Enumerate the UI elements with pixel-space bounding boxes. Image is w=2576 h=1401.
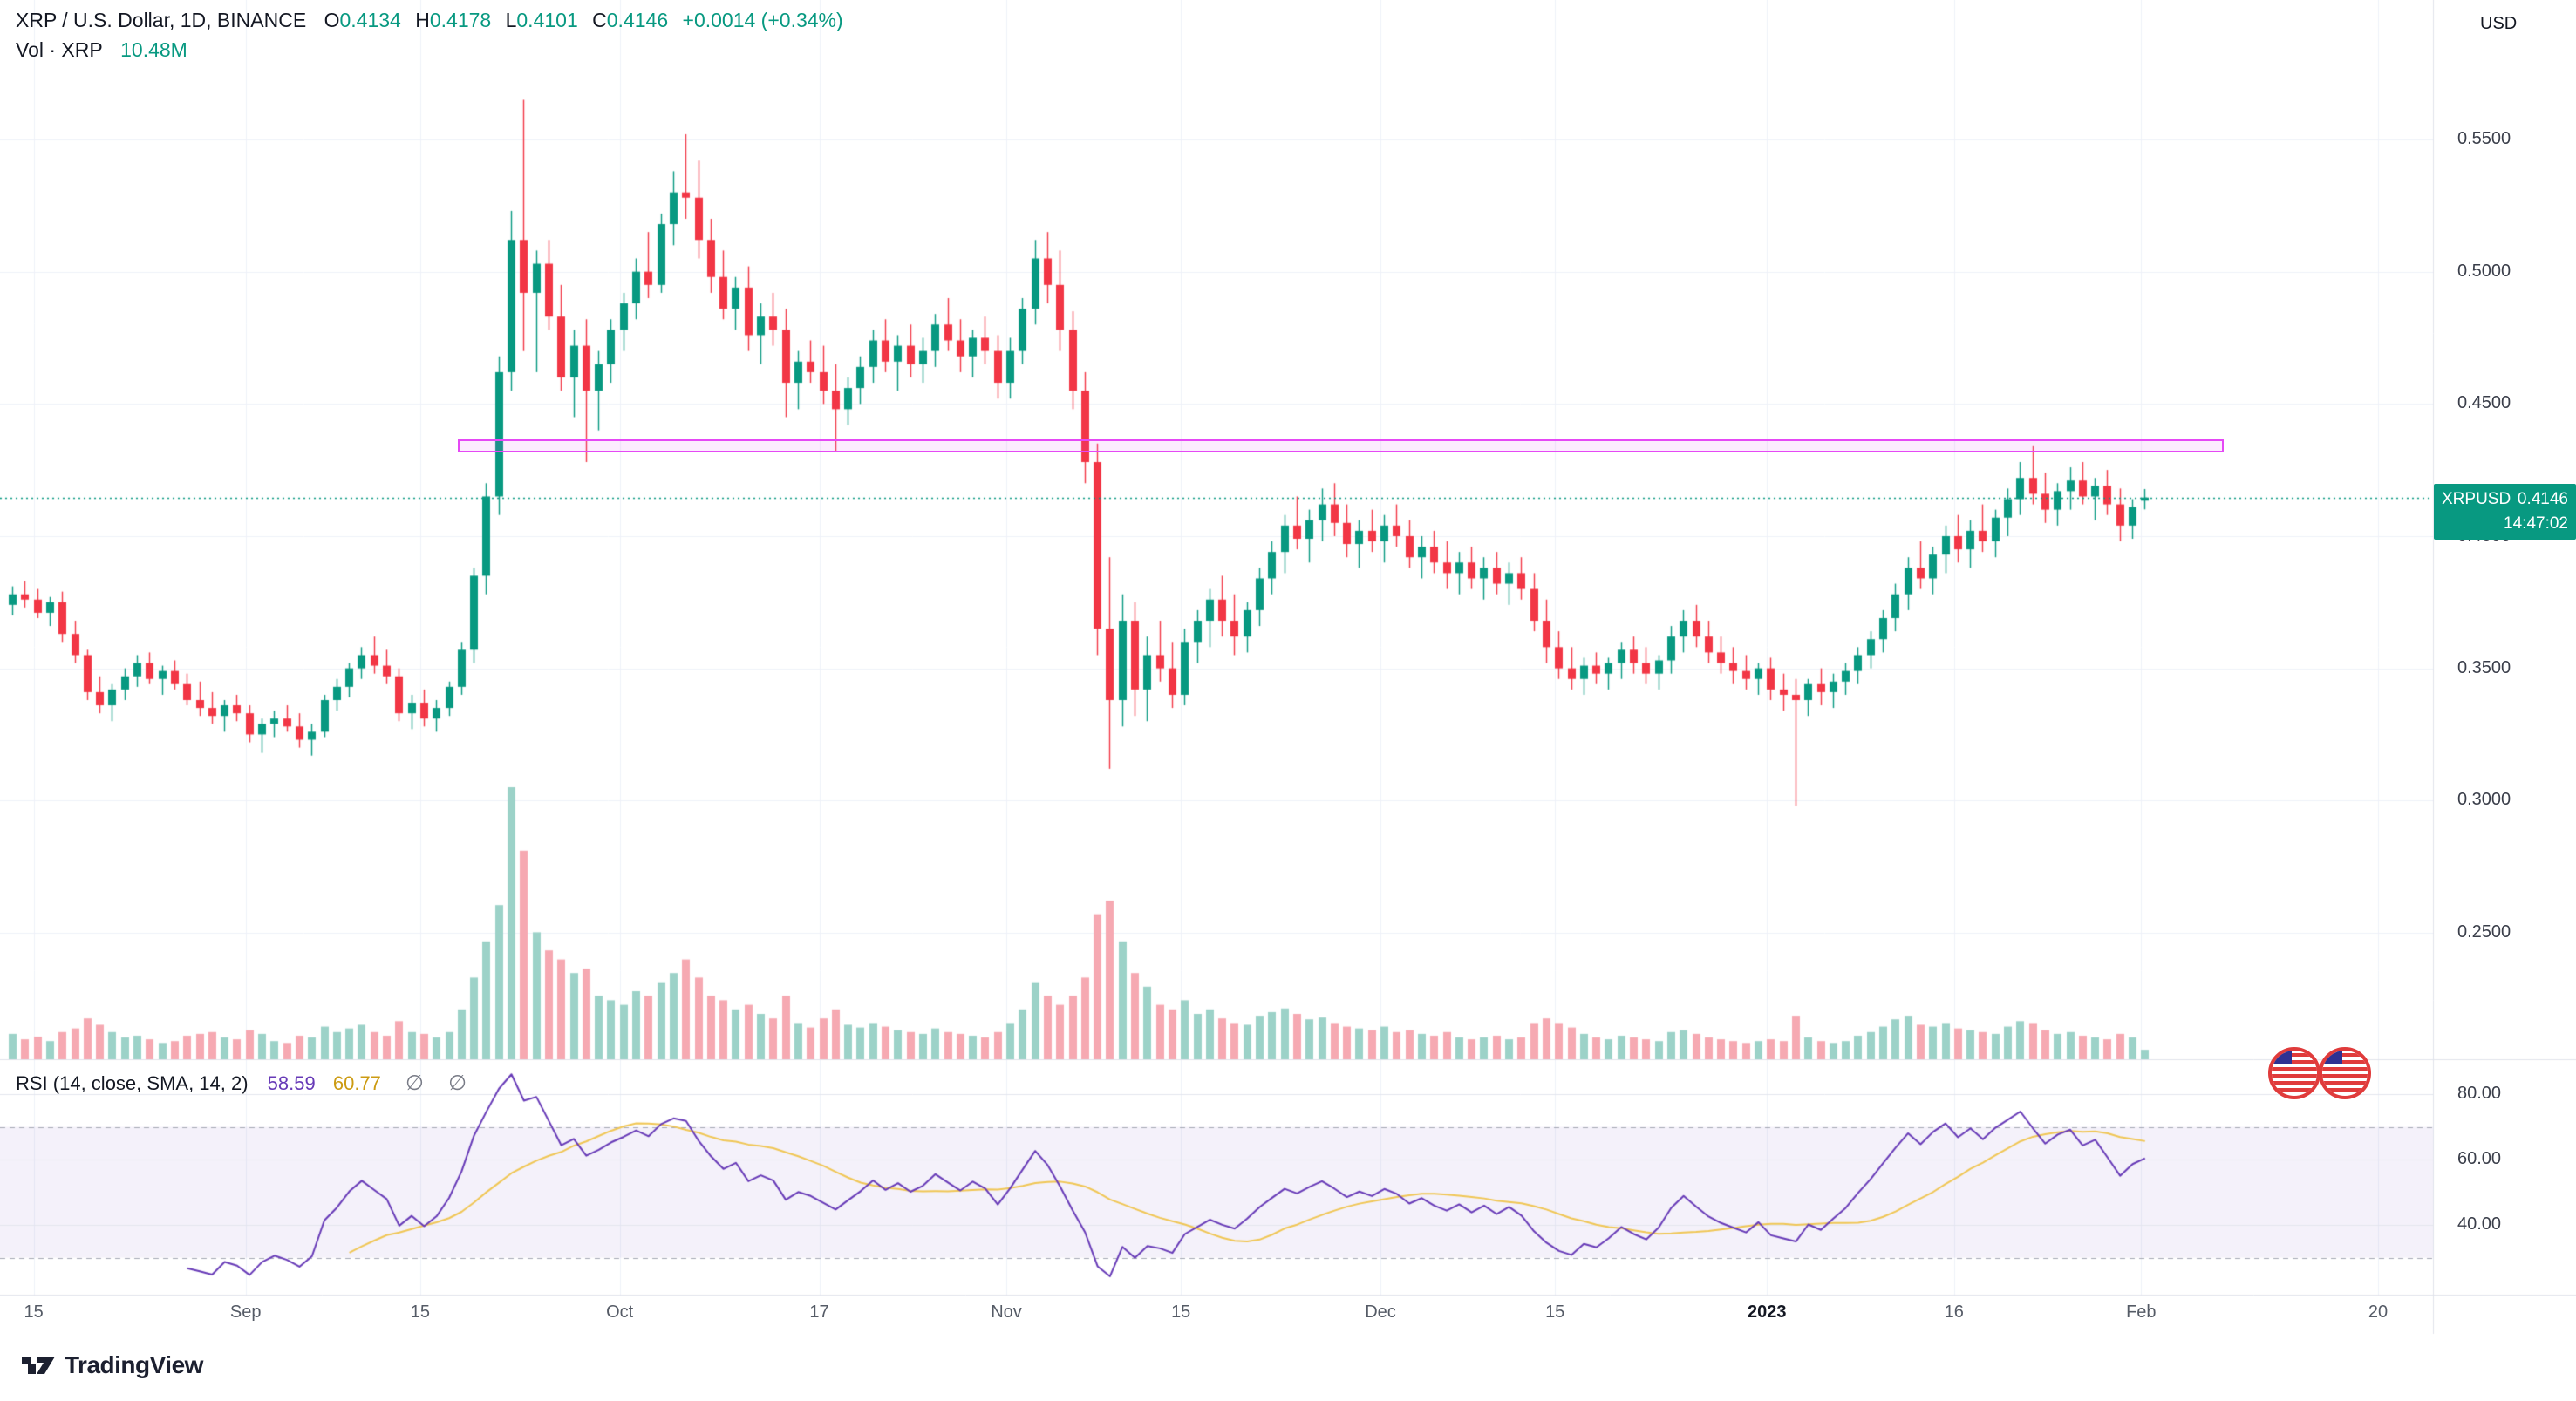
time-axis-tick: 16 [1944,1302,1964,1322]
volume-label[interactable]: Vol · XRP [16,38,103,61]
tradingview-logo-icon [22,1357,55,1374]
price-axis-tick: 0.2500 [2457,922,2511,942]
time-axis-tick: Sep [229,1302,262,1322]
tradingview-brand-text: TradingView [65,1351,203,1378]
tradingview-logo[interactable]: TradingView [21,1351,203,1379]
time-axis-tick: 15 [1545,1302,1565,1322]
rsi-hidden-input-icon[interactable]: ∅ [405,1071,424,1095]
ohlc-close: C0.4146 [592,9,669,31]
last-price-label: XRPUSD 0.4146 14:47:02 [2434,484,2576,540]
currency-label: USD [2480,14,2518,33]
rsi-title[interactable]: RSI (14, close, SMA, 14, 2) [16,1072,249,1094]
price-axis-tick: 0.3500 [2457,657,2511,677]
rsi-hidden-input-icon[interactable]: ∅ [448,1071,467,1095]
volume-legend: Vol · XRP 10.48M [16,38,187,62]
price-change: +0.0014 (+0.34%) [682,9,843,31]
last-price-symbol: XRPUSD [2442,490,2511,508]
time-axis-tick: 17 [809,1302,829,1322]
last-price-value: 0.4146 [2517,490,2568,508]
rsi-axis-tick: 60.00 [2457,1149,2502,1168]
time-axis-tick: Nov [991,1302,1022,1322]
rsi-legend: RSI (14, close, SMA, 14, 2) 58.59 60.77 … [16,1071,467,1096]
ohlc-low: L0.4101 [505,9,578,31]
ohlc-open: O0.4134 [324,9,401,31]
price-axis-tick: 0.5500 [2457,129,2511,148]
resistance-zone-rectangle[interactable] [457,439,2224,453]
volume-value: 10.48M [120,38,187,61]
bar-countdown: 14:47:02 [2504,514,2568,533]
time-axis-tick: Oct [606,1302,634,1322]
flag-stickers [2268,1046,2372,1100]
price-axis-tick: 0.5000 [2457,261,2511,281]
time-axis-tick: 2023 [1748,1302,1787,1322]
rsi-axis-tick: 40.00 [2457,1214,2502,1234]
us-flag-sticker-icon[interactable] [2318,1046,2372,1100]
time-axis-tick: 15 [24,1302,44,1322]
time-axis-tick: 15 [1171,1302,1191,1322]
time-axis-tick: Feb [2126,1302,2157,1322]
rsi-axis-tick: 80.00 [2457,1084,2502,1103]
time-axis-tick: 20 [2368,1302,2389,1322]
rsi-value: 58.59 [267,1072,316,1094]
price-axis-tick: 0.4500 [2457,393,2511,413]
time-axis-tick: Dec [1365,1302,1396,1322]
us-flag-sticker-icon[interactable] [2267,1046,2321,1100]
ohlc-high: H0.4178 [415,9,492,31]
rsi-sma-value: 60.77 [332,1072,381,1094]
price-axis-tick: 0.3000 [2457,790,2511,810]
chart-legend: XRP / U.S. Dollar, 1D, BINANCE O0.4134 H… [16,9,843,32]
time-axis-tick: 15 [410,1302,431,1322]
symbol-title[interactable]: XRP / U.S. Dollar, 1D, BINANCE [16,9,307,31]
